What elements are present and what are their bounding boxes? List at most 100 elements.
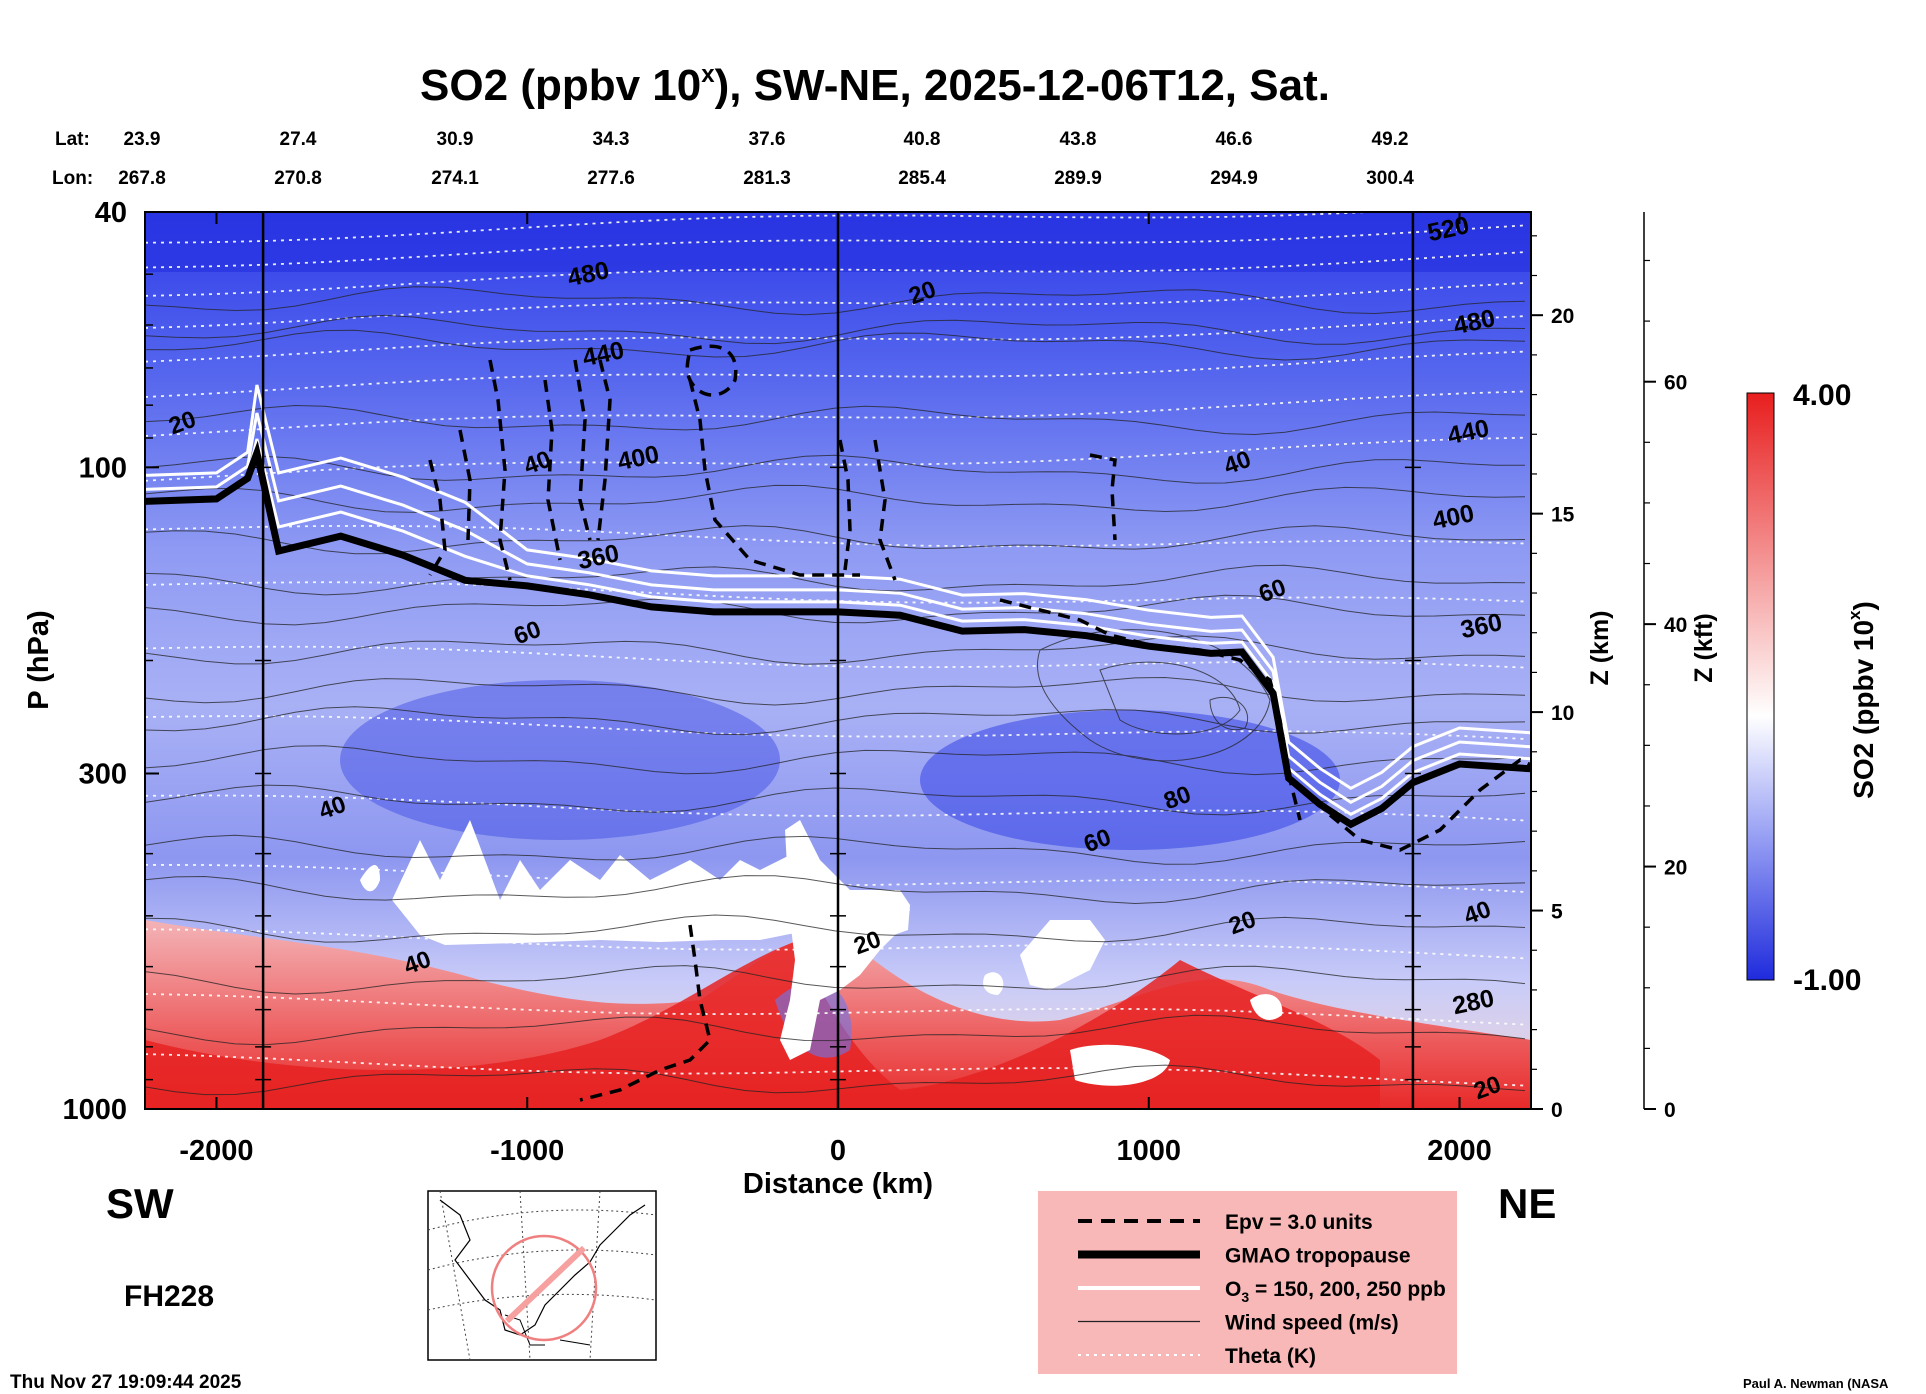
missing-data-mask-5 <box>1070 1044 1170 1086</box>
wind-speed-contour <box>1099 661 1241 735</box>
epv-contour <box>1328 757 1531 852</box>
epv-contour <box>596 359 612 541</box>
theta-contour <box>145 224 1526 269</box>
epv-contour <box>873 439 897 581</box>
region-ne: NE <box>1498 1180 1556 1227</box>
y-tick-label: 40 <box>95 197 127 229</box>
epv-contour <box>543 379 562 561</box>
ozone-contour <box>145 412 1531 805</box>
y-axis-label: P (hPa) <box>23 610 55 709</box>
lon-value: 267.8 <box>118 168 166 189</box>
missing-data-mask-3 <box>830 890 910 940</box>
ozone-contour <box>145 438 1531 817</box>
z-kft-tick-label: 40 <box>1664 614 1687 637</box>
ozone-contour <box>145 384 1531 791</box>
theta-contour <box>145 645 1526 669</box>
wind-speed-contour <box>145 1064 1526 1096</box>
lon-value: 281.3 <box>743 168 791 189</box>
lon-value: 300.4 <box>1366 168 1414 189</box>
lat-value: 43.8 <box>1060 129 1097 150</box>
inset-section-line <box>504 1245 587 1324</box>
z-km-tick-label: 15 <box>1551 504 1575 527</box>
z-kft-tick-label: 60 <box>1664 372 1687 395</box>
epv-contour <box>488 359 512 581</box>
colorbar-label: SO2 (ppbv 10x) <box>1845 601 1879 799</box>
theta-contour <box>145 390 1526 437</box>
so2-blue-blob-west <box>340 680 780 840</box>
epv-contour <box>579 924 712 1102</box>
wind-speed-contour <box>145 286 1526 316</box>
theta-contour <box>145 864 1526 893</box>
theta-contour <box>145 212 1386 244</box>
wind-speed-contour <box>145 329 1526 361</box>
epv-contour <box>1089 453 1117 541</box>
wind-speed-contour <box>145 1014 1526 1046</box>
lon-value: 274.1 <box>431 168 479 189</box>
wind-speed-contour <box>145 784 1526 816</box>
inset-map <box>427 1190 657 1361</box>
z-km-tick-label: 5 <box>1551 901 1563 924</box>
gmao-tropopause-line <box>145 440 1531 829</box>
legend-label: Theta (K) <box>1225 1345 1316 1368</box>
theta-contour <box>145 928 1526 960</box>
lon-value: 270.8 <box>274 168 322 189</box>
lat-label: Lat: <box>55 129 90 150</box>
epv-contour <box>458 429 472 541</box>
colorbar <box>1746 392 1775 981</box>
wind-speed-contour <box>145 676 1526 706</box>
legend-label: GMAO tropopause <box>1225 1245 1411 1268</box>
lon-value: 294.9 <box>1210 168 1258 189</box>
forecast-hour: FH228 <box>124 1280 214 1313</box>
x-tick-label: -1000 <box>490 1135 564 1167</box>
colorbar-max: 4.00 <box>1793 379 1851 412</box>
wind-speed-contour <box>145 484 1526 513</box>
wind-speed-contour <box>145 706 1526 736</box>
wind-speed-contour <box>145 914 1526 943</box>
theta-contour <box>145 715 1526 740</box>
lon-value: 277.6 <box>587 168 635 189</box>
epv-contour <box>428 459 447 576</box>
z-km-tick-label: 20 <box>1551 305 1574 328</box>
y-tick-label: 100 <box>79 452 127 484</box>
lat-value: 34.3 <box>593 129 630 150</box>
lat-value: 23.9 <box>124 129 161 150</box>
theta-contour <box>145 524 1526 548</box>
x-tick-label: 2000 <box>1427 1135 1492 1167</box>
theta-contour <box>145 315 1526 363</box>
legend-label: O3 = 150, 200, 250 ppb <box>1225 1278 1446 1305</box>
wind-speed-contour <box>145 834 1526 865</box>
z-km-tick-label: 0 <box>1551 1099 1563 1122</box>
lat-value: 49.2 <box>1372 129 1409 150</box>
wind-speed-contour <box>145 454 1525 484</box>
wind-speed-contour <box>145 594 1526 626</box>
timestamp: Thu Nov 27 19:09:44 2025 <box>10 1372 242 1393</box>
inset-section-circle <box>490 1234 598 1342</box>
theta-contour <box>145 993 1526 1026</box>
epv-contour <box>688 379 860 577</box>
theta-contour <box>145 282 1526 329</box>
inset-coastline <box>439 1199 646 1336</box>
x-axis-label: Distance (km) <box>743 1168 933 1200</box>
missing-data-mask-7 <box>1250 994 1283 1020</box>
theta-contour <box>145 436 1526 482</box>
epv-contour <box>573 359 592 541</box>
y-tick-label: 300 <box>79 758 127 790</box>
z-km-tick-label: 10 <box>1551 702 1574 725</box>
wind-speed-contour <box>145 404 1526 436</box>
z-kft-tick-label: 20 <box>1664 857 1687 880</box>
colorbar-min: -1.00 <box>1793 964 1861 997</box>
epv-contour <box>685 344 738 397</box>
z-km-label: Z (km) <box>1586 611 1614 686</box>
lat-value: 27.4 <box>280 129 317 150</box>
region-sw: SW <box>106 1180 174 1227</box>
lon-value: 289.9 <box>1054 168 1102 189</box>
wind-speed-contour <box>145 635 1526 665</box>
missing-data-mask <box>392 820 820 945</box>
epv-contour <box>838 439 852 571</box>
lat-value: 30.9 <box>437 129 474 150</box>
y-tick-label: 1000 <box>62 1094 127 1126</box>
z-kft-tick-label: 0 <box>1664 1099 1676 1122</box>
theta-contour <box>145 251 1526 297</box>
wind-speed-contour <box>145 965 1526 995</box>
lat-value: 46.6 <box>1216 129 1253 150</box>
